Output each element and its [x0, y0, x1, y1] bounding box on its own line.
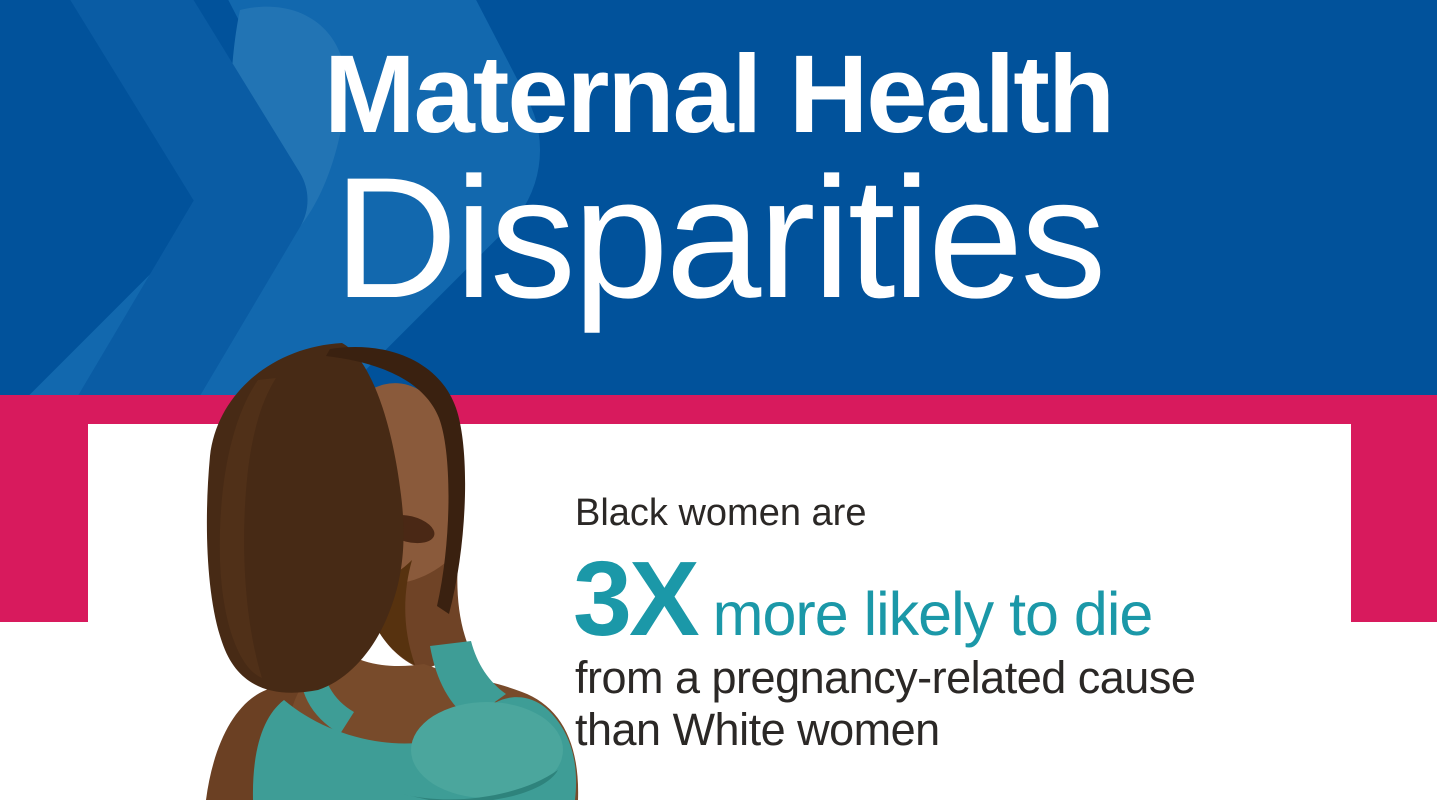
- underbust-shadow-shape: [402, 770, 558, 800]
- bust-highlight-shape: [411, 702, 563, 798]
- title-line-1: Maternal Health: [323, 33, 1115, 156]
- header-band: Maternal Health Disparities: [0, 0, 1437, 395]
- chevron-medium-shape: [70, 0, 308, 395]
- chevron-decoration: [29, 0, 540, 395]
- chevron-light-shape: [29, 0, 540, 395]
- pregnant-woman-illustration: [206, 343, 579, 800]
- hair-streak-shape: [219, 378, 276, 678]
- stat-intro-text: Black women are: [575, 492, 867, 534]
- stat-detail-line-2: than White women: [575, 704, 940, 755]
- hair-main-shape: [206, 343, 404, 693]
- stat-highlight: more likely to die: [712, 580, 1154, 648]
- top-strap-right-shape: [430, 641, 506, 719]
- stat-row: 3X more likely to die: [573, 540, 1154, 658]
- stat-detail-text: from a pregnancy-related cause than Whit…: [575, 652, 1196, 756]
- stat-multiplier: 3X: [573, 540, 700, 658]
- title-line-2: Disparities: [333, 142, 1107, 334]
- hair-sweep-shape: [326, 347, 466, 614]
- stat-detail-line-1: from a pregnancy-related cause: [575, 652, 1196, 703]
